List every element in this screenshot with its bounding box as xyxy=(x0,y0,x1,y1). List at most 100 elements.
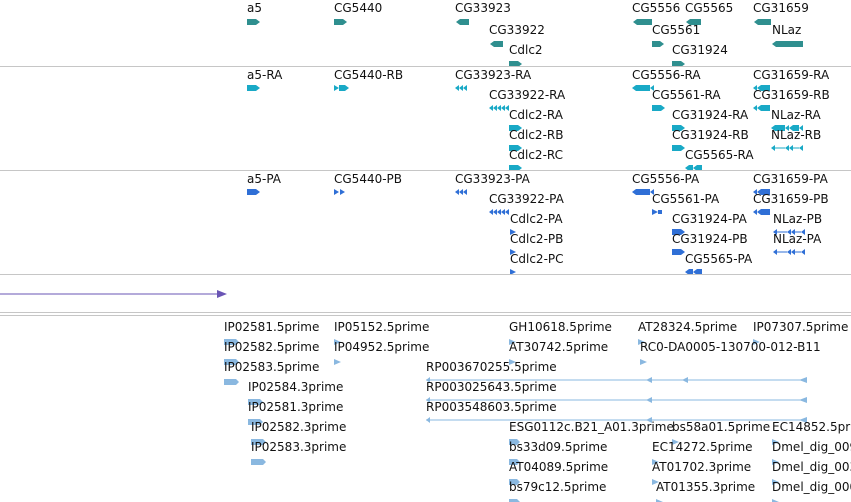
gene-label[interactable]: CG33923 xyxy=(455,1,511,15)
protein-icon[interactable] xyxy=(510,245,518,259)
protein-label[interactable]: NLaz-PA xyxy=(773,232,822,246)
transcript-label[interactable]: CG31659-RA xyxy=(753,68,830,82)
gene-label[interactable]: CG5565 xyxy=(685,1,734,15)
est-label[interactable]: IP02584.3prime xyxy=(248,380,344,394)
est-label[interactable]: Dmel_dig_000 xyxy=(772,480,851,494)
est-label[interactable]: RP003670255.5prime xyxy=(426,360,557,374)
est-right-icon[interactable] xyxy=(772,494,780,502)
transcript-icon[interactable] xyxy=(509,141,523,155)
gene-right-icon[interactable] xyxy=(672,57,686,66)
est-label[interactable]: GH10618.5prime xyxy=(509,320,612,334)
gene-label[interactable]: NLaz xyxy=(772,23,802,37)
protein-label[interactable]: CG5440-PB xyxy=(334,172,403,186)
gene-left-icon[interactable] xyxy=(632,15,652,29)
est-long-read-icon[interactable] xyxy=(426,413,808,427)
gene-label[interactable]: a5 xyxy=(247,1,262,15)
transcript-label[interactable]: Cdlc2-RA xyxy=(509,108,563,122)
est-right-icon[interactable] xyxy=(509,334,517,348)
transcript-icon[interactable] xyxy=(753,81,771,95)
est-label[interactable]: RP003025643.5prime xyxy=(426,380,557,394)
gene-label[interactable]: CG5440 xyxy=(334,1,383,15)
protein-icon[interactable] xyxy=(247,185,261,199)
est-label[interactable]: ESG0112c.B21_A01.3prime xyxy=(509,420,674,434)
transcript-label[interactable]: CG31924-RB xyxy=(672,128,749,142)
protein-label[interactable]: CG33923-PA xyxy=(455,172,530,186)
est-right-icon[interactable] xyxy=(652,474,660,488)
transcript-label[interactable]: NLaz-RB xyxy=(771,128,822,142)
protein-icon[interactable] xyxy=(652,205,664,219)
est-right-icon[interactable] xyxy=(224,334,240,348)
est-label[interactable]: IP02582.5prime xyxy=(224,340,320,354)
est-right-icon[interactable] xyxy=(251,434,267,448)
est-right-icon[interactable] xyxy=(509,474,521,488)
protein-label[interactable]: CG5561-PA xyxy=(652,192,720,206)
est-label[interactable]: IP04952.5prime xyxy=(334,340,430,354)
transcript-icon[interactable] xyxy=(771,121,805,135)
est-right-icon[interactable] xyxy=(224,374,240,388)
transcript-label[interactable]: a5-RA xyxy=(247,68,283,82)
protein-icon[interactable] xyxy=(510,225,518,239)
transcript-icon[interactable] xyxy=(771,141,805,155)
protein-icon[interactable] xyxy=(672,225,686,239)
gene-label[interactable]: CG33922 xyxy=(489,23,545,37)
gene-right-icon[interactable] xyxy=(247,15,261,29)
transcript-label[interactable]: CG5440-RB xyxy=(334,68,404,82)
est-right-icon[interactable] xyxy=(753,334,761,348)
est-label[interactable]: bs58a01.5prime xyxy=(672,420,771,434)
est-label[interactable]: IP02583.5prime xyxy=(224,360,320,374)
transcript-icon[interactable] xyxy=(685,161,703,170)
gene-left-icon[interactable] xyxy=(685,15,701,29)
gene-label[interactable]: CG5556 xyxy=(632,1,681,15)
gene-right-icon[interactable] xyxy=(652,37,664,51)
protein-label[interactable]: CG31924-PB xyxy=(672,232,748,246)
protein-label[interactable]: CG31659-PB xyxy=(753,192,829,206)
protein-icon[interactable] xyxy=(510,265,518,274)
est-right-icon[interactable] xyxy=(772,434,780,448)
est-right-icon[interactable] xyxy=(509,454,521,468)
est-right-icon[interactable] xyxy=(638,334,646,348)
protein-label[interactable]: Cdlc2-PA xyxy=(510,212,563,226)
transcript-label[interactable]: CG5565-RA xyxy=(685,148,754,162)
transcript-icon[interactable] xyxy=(652,101,666,115)
est-right-icon[interactable] xyxy=(509,494,521,502)
protein-label[interactable]: CG33922-PA xyxy=(489,192,564,206)
est-label[interactable]: AT01355.3prime xyxy=(656,480,756,494)
est-label[interactable]: RC0-DA0005-130700-012-B11 xyxy=(640,340,821,354)
gene-left-icon[interactable] xyxy=(455,15,469,29)
gene-right-icon[interactable] xyxy=(334,15,348,29)
gene-label[interactable]: CG31659 xyxy=(753,1,809,15)
transcript-icon[interactable] xyxy=(455,81,469,95)
est-label[interactable]: RP003548603.5prime xyxy=(426,400,557,414)
transcript-icon[interactable] xyxy=(509,121,523,135)
protein-icon[interactable] xyxy=(455,185,469,199)
transcript-icon[interactable] xyxy=(753,101,771,115)
protein-label[interactable]: NLaz-PB xyxy=(773,212,823,226)
protein-label[interactable]: CG5556-PA xyxy=(632,172,700,186)
est-right-icon[interactable] xyxy=(509,434,521,448)
est-right-icon[interactable] xyxy=(652,454,660,468)
est-label[interactable]: AT01702.3prime xyxy=(652,460,752,474)
est-right-icon[interactable] xyxy=(640,354,648,368)
est-label[interactable]: Dmel_dig_003 xyxy=(772,460,851,474)
est-label[interactable]: bs79c12.5prime xyxy=(509,480,607,494)
protein-icon[interactable] xyxy=(685,265,703,274)
transcript-label[interactable]: CG33923-RA xyxy=(455,68,532,82)
protein-icon[interactable] xyxy=(632,185,654,199)
scaffold-arrow-icon[interactable] xyxy=(0,288,230,302)
transcript-label[interactable]: Cdlc2-RB xyxy=(509,128,564,142)
protein-label[interactable]: Cdlc2-PC xyxy=(510,252,564,266)
transcript-icon[interactable] xyxy=(632,81,654,95)
protein-icon[interactable] xyxy=(773,225,807,239)
protein-label[interactable]: CG31924-PA xyxy=(672,212,747,226)
protein-icon[interactable] xyxy=(773,245,807,259)
est-right-icon[interactable] xyxy=(334,334,342,348)
gene-label[interactable]: Cdlc2 xyxy=(509,43,543,57)
protein-icon[interactable] xyxy=(753,205,771,219)
est-right-icon[interactable] xyxy=(772,454,780,468)
transcript-icon[interactable] xyxy=(509,161,523,170)
est-label[interactable]: EC14272.5prime xyxy=(652,440,753,454)
transcript-label[interactable]: CG5561-RA xyxy=(652,88,721,102)
protein-label[interactable]: a5-PA xyxy=(247,172,281,186)
protein-icon[interactable] xyxy=(489,205,511,219)
transcript-label[interactable]: CG33922-RA xyxy=(489,88,566,102)
